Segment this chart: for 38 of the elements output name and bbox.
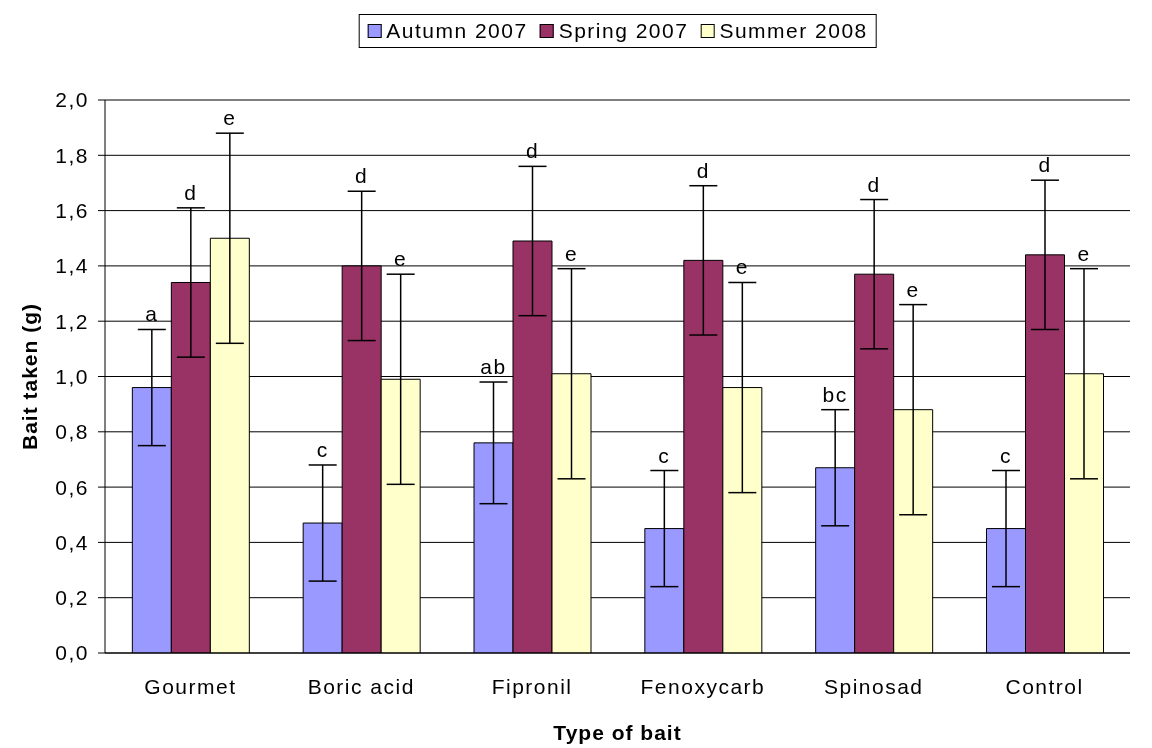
annotation: e: [394, 247, 408, 271]
annotation: a: [145, 302, 159, 326]
annotation: d: [1038, 153, 1052, 177]
legend-label: Autumn 2007: [386, 19, 528, 43]
y-tick-label: 0,4: [55, 530, 89, 554]
annotation: c: [316, 437, 329, 461]
annotation: c: [1000, 443, 1012, 467]
legend-label: Summer 2008: [719, 19, 868, 43]
annotation: d: [355, 164, 369, 188]
annotation: ab: [480, 355, 507, 379]
x-tick-label: Fipronil: [491, 674, 573, 698]
x-tick-label: Control: [1005, 674, 1084, 698]
annotation: c: [658, 443, 671, 467]
y-tick-label: 2,0: [55, 88, 89, 112]
y-tick-label: 0,6: [55, 475, 89, 499]
annotation: d: [696, 158, 710, 182]
annotation: e: [1077, 241, 1091, 265]
annotation: e: [906, 277, 920, 301]
annotation: e: [564, 241, 579, 265]
legend-label: Spring 2007: [558, 19, 689, 43]
y-tick-label: 0,2: [55, 586, 89, 610]
y-tick-label: 1,4: [55, 254, 89, 278]
y-tick-label: 1,8: [55, 143, 89, 167]
annotation: e: [223, 106, 237, 130]
x-tick-label: Fenoxycarb: [640, 674, 766, 698]
x-axis-title: Type of bait: [553, 721, 682, 744]
x-tick-label: Spinosad: [823, 674, 924, 698]
y-tick-label: 0,0: [55, 641, 89, 665]
y-axis-title: Bait taken (g): [18, 302, 42, 451]
x-tick-label: Gourmet: [144, 674, 237, 698]
y-tick-label: 1,6: [55, 199, 89, 223]
y-tick-label: 1,0: [55, 364, 89, 388]
x-tick-label: Boric acid: [307, 674, 415, 698]
annotation: d: [867, 172, 881, 196]
annotation: d: [184, 180, 198, 204]
annotation: bc: [822, 382, 848, 406]
y-tick-label: 0,8: [55, 420, 89, 444]
y-tick-label: 1,2: [55, 309, 89, 333]
